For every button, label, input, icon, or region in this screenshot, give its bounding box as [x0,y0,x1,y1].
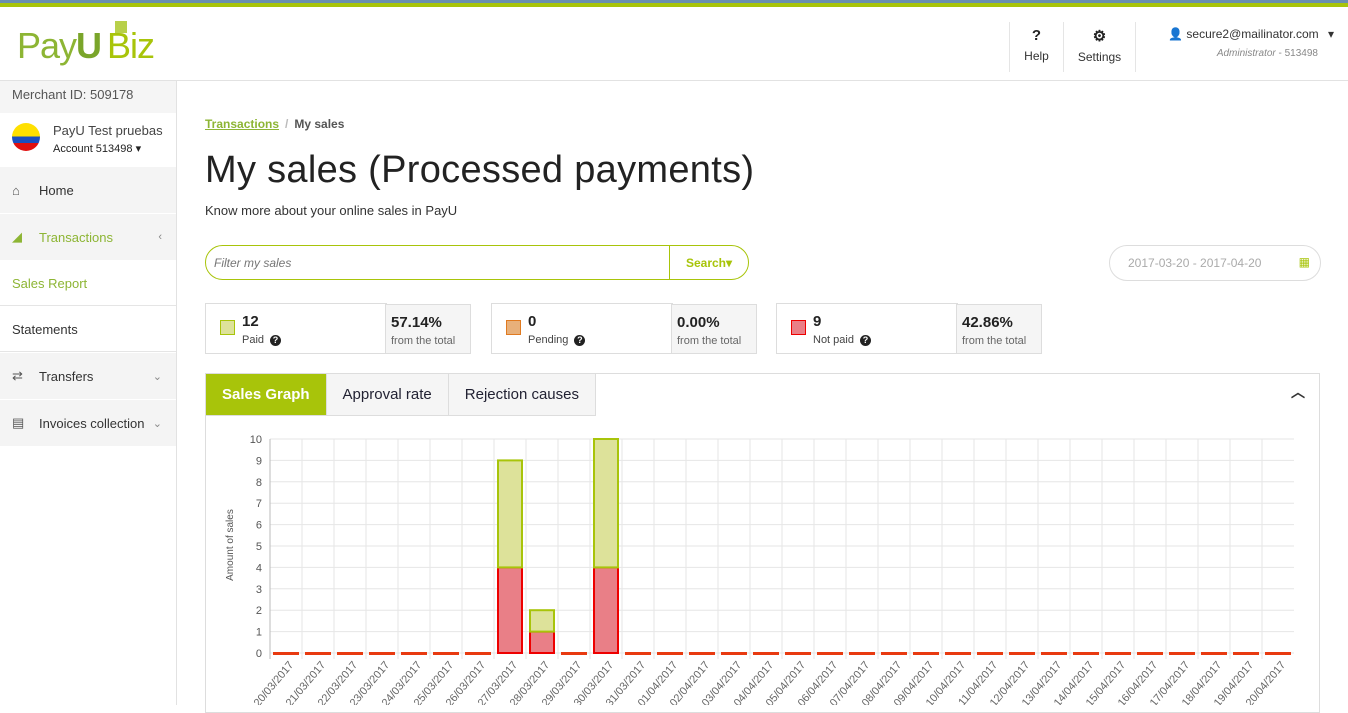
colombia-flag-icon [12,123,40,151]
bar-zero [1137,652,1163,655]
breadcrumb: Transactions / My sales [205,117,345,131]
bar-zero [849,652,875,655]
bar-zero [1041,652,1067,655]
bar-zero [1201,652,1227,655]
brand-bar [0,3,1348,7]
bar-zero [369,652,395,655]
bar-zero [305,652,331,655]
help-icon: ? [1031,27,1042,44]
tab-approval-rate[interactable]: Approval rate [326,374,449,416]
user-icon: 👤 [1168,27,1184,41]
pending-swatch [506,320,521,335]
page-title: My sales (Processed payments) [205,149,755,191]
bar-zero [753,652,779,655]
sidebar-item-sales-report[interactable]: Sales Report [0,260,176,306]
y-tick-label: 4 [256,562,262,574]
y-tick-label: 3 [256,584,262,596]
stat-pending: 0 Pending? 0.00% from the total [491,303,757,354]
bar-zero [689,652,715,655]
y-tick-label: 6 [256,520,262,532]
user-menu[interactable]: 👤 secure2@mailinator.com ▾ Administrator… [1168,27,1334,59]
search-input[interactable] [206,246,669,279]
bar-zero [465,652,491,655]
bar-zero [625,652,651,655]
area-chart-icon: ◢ [12,229,22,244]
help-icon[interactable]: ? [574,335,586,346]
collapse-chevron-up-icon[interactable]: ︿ [1291,384,1305,400]
bar-not-paid [529,630,555,654]
breadcrumb-transactions[interactable]: Transactions [205,117,280,131]
bar-not-paid [593,566,619,655]
y-tick-label: 2 [256,605,262,617]
bar-zero [1009,652,1035,655]
graph-panel: Sales Graph Approval rate Rejection caus… [205,373,1320,713]
y-tick-label: 0 [256,648,262,660]
help-icon[interactable]: ? [859,335,871,346]
bar-paid [497,459,523,569]
caret-down-icon: ▾ [1327,27,1334,41]
sidebar-item-statements[interactable]: Statements [0,306,176,352]
bar-zero [977,652,1003,655]
help-icon[interactable]: ? [270,335,282,346]
y-tick-label: 5 [256,541,262,553]
sidebar-item-invoices[interactable]: ▤ Invoices collection ⌄ [0,399,176,446]
y-tick-label: 8 [256,477,262,489]
tab-sales-graph[interactable]: Sales Graph [206,374,327,416]
chevron-down-icon: ⌄ [152,370,162,383]
bar-zero [433,652,459,655]
file-icon: ▤ [12,415,25,430]
settings-button[interactable]: ⚙ Settings [1063,22,1136,72]
bar-zero [337,652,363,655]
top-strip [0,0,1348,3]
page-subtitle: Know more about your online sales in Pay… [205,203,458,218]
stat-paid: 12 Paid? 57.14% from the total [205,303,471,354]
bar-zero [817,652,843,655]
bar-zero [1233,652,1259,655]
search-button[interactable]: Search ▾ [669,246,748,279]
bar-zero [945,652,971,655]
home-icon: ⌂ [12,182,20,198]
chevron-left-icon: ‹ [158,231,162,243]
bar-zero [561,652,587,655]
y-tick-label: 1 [256,627,262,639]
bar-zero [785,652,811,655]
header: PayU Biz ? Help ⚙ Settings 👤 secure2@mailin… [0,7,1348,81]
bar-zero [721,652,747,655]
paid-swatch [220,320,235,335]
stat-not-paid: 9 Not paid? 42.86% from the total [776,303,1042,354]
tab-rejection-causes[interactable]: Rejection causes [448,374,596,416]
bar-zero [657,652,683,655]
bar-zero [881,652,907,655]
bar-zero [1073,652,1099,655]
help-button[interactable]: ? Help [1009,22,1063,72]
chevron-down-icon: ⌄ [152,417,162,430]
sidebar-item-home[interactable]: ⌂ Home [0,166,176,213]
search-bar: Search▾ [205,245,749,280]
gear-icon: ⚙ [1092,28,1107,45]
bar-zero [273,652,299,655]
y-tick-label: 9 [256,455,262,467]
merchant-id: Merchant ID: 509178 [0,81,176,113]
account-selector[interactable]: PayU Test pruebas Account 513498 ▾ [0,113,176,166]
bar-zero [913,652,939,655]
exchange-icon: ⇄ [12,368,23,383]
y-tick-label: 10 [250,434,262,446]
sidebar-item-transfers[interactable]: ⇄ Transfers ⌄ [0,352,176,399]
date-range-picker[interactable]: 2017-03-20 - 2017-04-20 ▦ [1109,245,1321,281]
sidebar: Merchant ID: 509178 PayU Test pruebas Ac… [0,81,177,705]
calendar-icon: ▦ [1298,255,1310,269]
not-paid-swatch [791,320,806,335]
bar-zero [1169,652,1195,655]
bar-zero [401,652,427,655]
bar-paid [593,438,619,569]
y-axis-label: Amount of sales [225,509,236,581]
bar-zero [1105,652,1131,655]
bar-paid [529,609,555,633]
y-tick-label: 7 [256,498,262,510]
bar-not-paid [497,566,523,655]
bar-zero [1265,652,1291,655]
payu-biz-logo[interactable]: PayU Biz [17,21,155,67]
sidebar-item-transactions[interactable]: ◢ Transactions ‹ [0,213,176,260]
